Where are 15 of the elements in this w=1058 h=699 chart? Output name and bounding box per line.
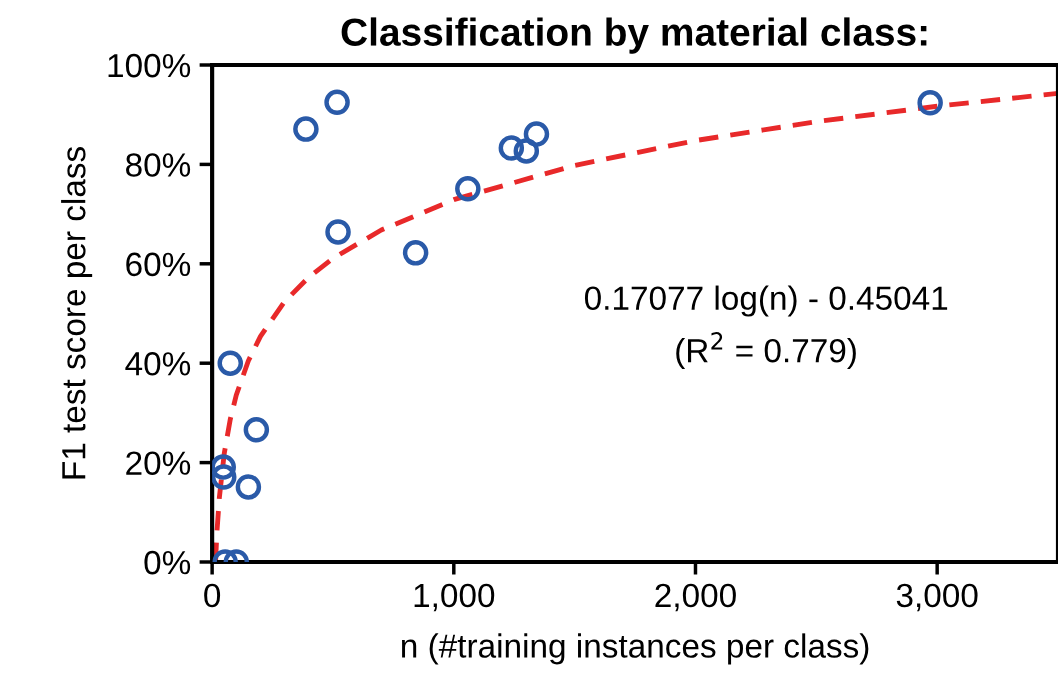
x-tick-label: 3,000 — [896, 583, 978, 612]
y-tick-label: 0% — [144, 550, 191, 575]
x-tick-label: 2,000 — [655, 583, 736, 612]
y-tick-label: 80% — [126, 153, 191, 177]
annotation: 0.17077 log(n) - 0.45041 — [584, 285, 948, 317]
y-tick-label: 20% — [126, 451, 191, 475]
y-tick-label: 100% — [108, 53, 191, 78]
x-axis-title: n (#training instances per class) — [402, 633, 869, 665]
chart-title: Classification by material class: — [341, 17, 927, 54]
annotation: (R$^{2}$ = 0.779) — [676, 332, 856, 370]
y-tick-label: 40% — [125, 352, 191, 376]
x-tick-label: 1,000 — [414, 583, 495, 612]
y-tick-label: 60% — [126, 252, 191, 277]
x-tick-label: 0 — [204, 583, 221, 608]
y-axis-title: F1 test score per class — [61, 147, 93, 479]
